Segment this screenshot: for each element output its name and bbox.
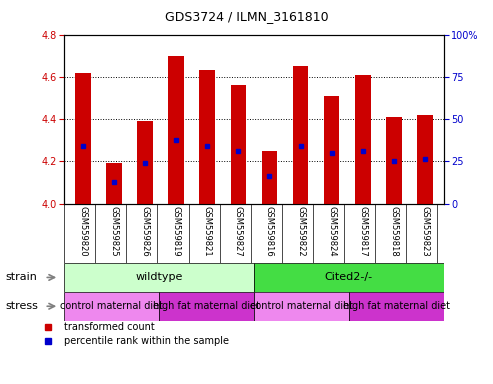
Text: GDS3724 / ILMN_3161810: GDS3724 / ILMN_3161810 bbox=[165, 10, 328, 23]
Text: GSM559826: GSM559826 bbox=[141, 207, 149, 257]
Text: GSM559822: GSM559822 bbox=[296, 207, 305, 257]
Bar bbox=[262, 151, 277, 204]
Text: control maternal diet: control maternal diet bbox=[60, 301, 163, 311]
Text: GSM559821: GSM559821 bbox=[203, 207, 211, 257]
Bar bbox=[324, 96, 340, 204]
Text: GSM559818: GSM559818 bbox=[389, 207, 398, 257]
Text: GSM559825: GSM559825 bbox=[109, 207, 118, 257]
Text: high fat maternal diet: high fat maternal diet bbox=[343, 301, 450, 311]
Text: GSM559816: GSM559816 bbox=[265, 207, 274, 257]
Bar bbox=[231, 85, 246, 204]
Text: stress: stress bbox=[5, 301, 38, 311]
Bar bbox=[64, 263, 254, 292]
Bar bbox=[293, 66, 308, 204]
Text: strain: strain bbox=[5, 272, 37, 283]
Bar bbox=[75, 73, 91, 204]
Bar bbox=[200, 71, 215, 204]
Bar bbox=[417, 115, 433, 204]
Text: GSM559823: GSM559823 bbox=[421, 207, 429, 257]
Text: high fat maternal diet: high fat maternal diet bbox=[153, 301, 260, 311]
Text: GSM559827: GSM559827 bbox=[234, 207, 243, 257]
Text: control maternal diet: control maternal diet bbox=[250, 301, 353, 311]
Bar bbox=[137, 121, 153, 204]
Bar bbox=[168, 56, 184, 204]
Bar bbox=[254, 263, 444, 292]
Bar bbox=[349, 292, 444, 321]
Text: Cited2-/-: Cited2-/- bbox=[325, 272, 373, 283]
Text: GSM559819: GSM559819 bbox=[172, 207, 180, 257]
Text: GSM559824: GSM559824 bbox=[327, 207, 336, 257]
Bar bbox=[254, 292, 349, 321]
Text: wildtype: wildtype bbox=[135, 272, 183, 283]
Bar bbox=[386, 117, 402, 204]
Text: GSM559820: GSM559820 bbox=[78, 207, 87, 257]
Bar bbox=[355, 74, 371, 204]
Bar bbox=[64, 292, 159, 321]
Bar bbox=[159, 292, 254, 321]
Text: GSM559817: GSM559817 bbox=[358, 207, 367, 257]
Text: transformed count: transformed count bbox=[64, 322, 154, 333]
Text: percentile rank within the sample: percentile rank within the sample bbox=[64, 336, 229, 346]
Bar bbox=[106, 163, 122, 204]
